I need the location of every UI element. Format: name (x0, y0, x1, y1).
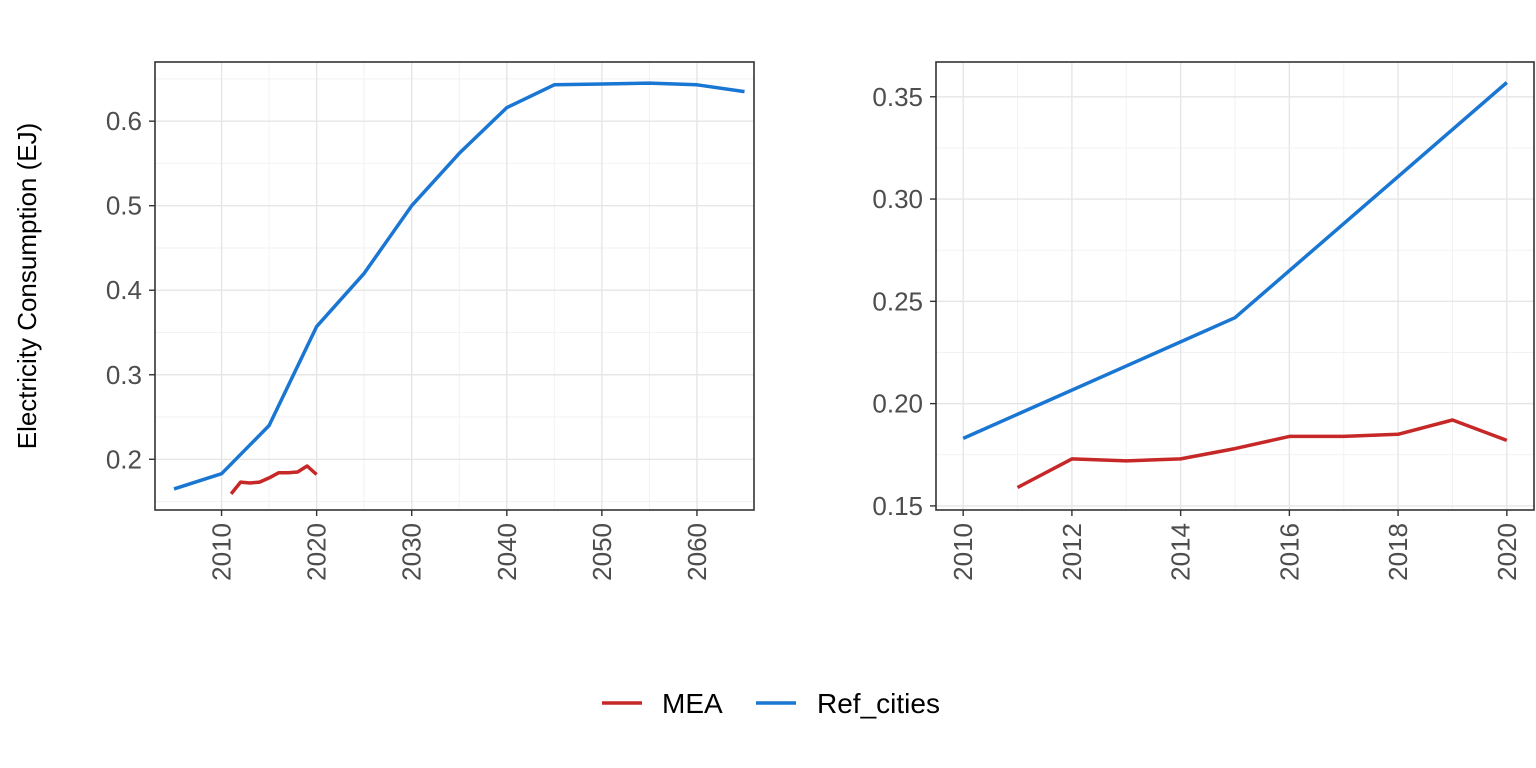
legend: MEA Ref_cities (602, 688, 940, 719)
x-tick-label: 2014 (1166, 523, 1196, 581)
legend-label-ref-cities: Ref_cities (817, 688, 940, 719)
legend-label-mea: MEA (662, 688, 723, 719)
y-tick-label: 0.4 (106, 275, 142, 305)
panel-border (154, 61, 755, 511)
y-tick-label: 0.2 (106, 444, 142, 474)
x-tick-label: 2016 (1274, 523, 1304, 581)
series-line-ref-cities (962, 81, 1508, 440)
y-tick-label: 0.3 (106, 360, 142, 390)
y-tick-label: 0.20 (872, 389, 923, 419)
x-tick-label: 2040 (492, 523, 522, 581)
y-tick-label: 0.6 (106, 106, 142, 136)
x-tick-label: 2010 (207, 523, 237, 581)
series-line-mea (1016, 418, 1508, 490)
x-tick-label: 2010 (948, 523, 978, 581)
series-line-ref-cities (173, 81, 745, 491)
x-tick-label: 2020 (302, 523, 332, 581)
y-tick-label: 0.35 (872, 82, 923, 112)
plot-background (155, 62, 754, 510)
panel-border (935, 61, 1535, 511)
y-axis-title: Electricity Consumption (EJ) (12, 123, 42, 450)
y-tick-label: 0.25 (872, 286, 923, 316)
left-panel: 0.2 0.3 0.4 0.5 0.6 2010 2020 2030 2040 2050 2060 (106, 61, 755, 581)
y-tick-label: 0.30 (872, 184, 923, 214)
right-panel: 0.15 0.20 0.25 0.30 0.35 2010 2012 2014 2016 2018… (872, 61, 1535, 581)
y-tick-label: 0.15 (872, 491, 923, 521)
x-tick-label: 2020 (1492, 523, 1522, 581)
x-tick-label: 2012 (1057, 523, 1087, 581)
x-tick-label: 2018 (1383, 523, 1413, 581)
series-line-mea (229, 464, 318, 495)
x-tick-label: 2030 (397, 523, 427, 581)
x-tick-label: 2060 (682, 523, 712, 581)
y-tick-label: 0.5 (106, 191, 142, 221)
x-tick-label: 2050 (587, 523, 617, 581)
